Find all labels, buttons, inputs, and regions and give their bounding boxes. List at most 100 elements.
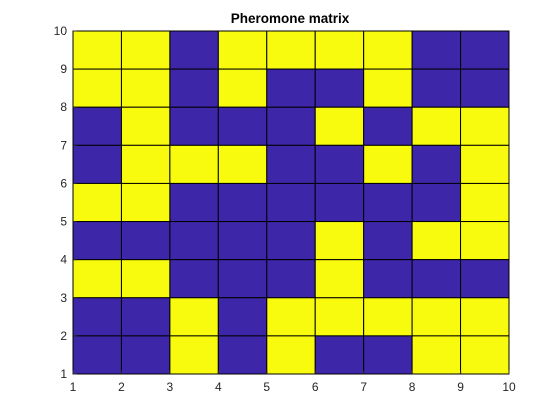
- heatmap-cell: [314, 68, 365, 108]
- heatmap-cell: [314, 335, 365, 375]
- heatmap-cell: [120, 297, 171, 337]
- heatmap-cell: [411, 182, 462, 223]
- y-tick-label: 3: [60, 291, 67, 305]
- heatmap-cell: [314, 30, 365, 70]
- x-axis: 1 2 3 4 5 6 7 8 9 10: [70, 370, 516, 394]
- heatmap-cell: [314, 144, 365, 184]
- heatmap-cell: [411, 297, 462, 337]
- heatmap-cell: [169, 335, 219, 375]
- x-tick-label: 9: [457, 380, 464, 394]
- heatmap-cell: [72, 297, 122, 337]
- y-tick-label: 9: [60, 62, 67, 76]
- y-tick-label: 2: [60, 329, 67, 343]
- heatmap-cell: [169, 30, 219, 70]
- y-axis: 1 2 3 4 5 6 7 8 9 10: [54, 24, 77, 381]
- heatmap-cell: [72, 68, 122, 108]
- heatmap-cell: [120, 30, 171, 70]
- heatmap-cell: [169, 297, 219, 337]
- heatmap-cell: [411, 221, 462, 261]
- x-tick-label: 1: [70, 380, 77, 394]
- y-tick-label: 1: [60, 367, 67, 381]
- heatmap-cells: [72, 30, 510, 375]
- heatmap-cell: [217, 144, 268, 184]
- y-tick-label: 10: [54, 24, 68, 38]
- heatmap-cell: [169, 221, 219, 261]
- heatmap-cell: [217, 30, 268, 70]
- heatmap-cell: [411, 106, 462, 146]
- heatmap-cell: [460, 144, 510, 184]
- y-tick-label: 4: [60, 253, 67, 267]
- x-tick-label: 7: [360, 380, 367, 394]
- heatmap-cell: [460, 259, 510, 299]
- y-tick-label: 5: [60, 215, 67, 229]
- heatmap-cell: [363, 297, 413, 337]
- heatmap-cell: [314, 297, 365, 337]
- x-tick-label: 8: [409, 380, 416, 394]
- heatmap-cell: [120, 335, 171, 375]
- heatmap-cell: [314, 106, 365, 146]
- heatmap-cell: [460, 106, 510, 146]
- heatmap-cell: [72, 30, 122, 70]
- heatmap-cell: [120, 68, 171, 108]
- heatmap-cell: [120, 106, 171, 146]
- heatmap-cell: [411, 335, 462, 375]
- heatmap-cell: [266, 144, 316, 184]
- heatmap-cell: [363, 30, 413, 70]
- x-tick-label: 10: [502, 380, 516, 394]
- heatmap-cell: [363, 259, 413, 299]
- heatmap-cell: [217, 221, 268, 261]
- heatmap-cell: [266, 30, 316, 70]
- x-tick-label: 6: [312, 380, 319, 394]
- heatmap-cell: [411, 259, 462, 299]
- heatmap-cell: [266, 68, 316, 108]
- heatmap-cell: [169, 106, 219, 146]
- heatmap-cell: [169, 182, 219, 223]
- heatmap-cell: [314, 182, 365, 223]
- heatmap-cell: [363, 221, 413, 261]
- heatmap-cell: [72, 335, 122, 375]
- heatmap-cell: [314, 221, 365, 261]
- heatmap-cell: [120, 182, 171, 223]
- heatmap-cell: [169, 68, 219, 108]
- y-tick-label: 6: [60, 176, 67, 190]
- heatmap-cell: [363, 335, 413, 375]
- heatmap-cell: [120, 259, 171, 299]
- heatmap-cell: [72, 106, 122, 146]
- heatmap-cell: [411, 30, 462, 70]
- x-tick-label: 2: [118, 380, 125, 394]
- heatmap-cell: [72, 221, 122, 261]
- x-tick-label: 4: [215, 380, 222, 394]
- heatmap-cell: [217, 335, 268, 375]
- heatmap-cell: [460, 30, 510, 70]
- x-tick-label: 5: [263, 380, 270, 394]
- axes-box: [72, 30, 510, 375]
- heatmap-cell: [217, 259, 268, 299]
- y-tick-label: 8: [60, 100, 67, 114]
- heatmap-cell: [411, 68, 462, 108]
- heatmap-cell: [460, 297, 510, 337]
- heatmap-cell: [314, 259, 365, 299]
- heatmap-cell: [266, 221, 316, 261]
- heatmap-cell: [266, 182, 316, 223]
- heatmap-cell: [217, 106, 268, 146]
- heatmap-cell: [266, 106, 316, 146]
- heatmap-cell: [363, 182, 413, 223]
- heatmap-cell: [266, 297, 316, 337]
- y-tick-label: 7: [60, 138, 67, 152]
- heatmap-cell: [266, 259, 316, 299]
- heatmap-cell: [460, 335, 510, 375]
- heatmap-cell: [217, 182, 268, 223]
- heatmap-cell: [363, 106, 413, 146]
- heatmap-cell: [460, 182, 510, 223]
- heatmap-cell: [72, 182, 122, 223]
- heatmap-cell: [217, 68, 268, 108]
- heatmap-cell: [363, 68, 413, 108]
- heatmap-cell: [72, 144, 122, 184]
- heatmap-cell: [120, 144, 171, 184]
- heatmap-cell: [169, 259, 219, 299]
- heatmap-cell: [217, 297, 268, 337]
- chart-title: Pheromone matrix: [231, 11, 350, 26]
- heatmap-cell: [266, 335, 316, 375]
- heatmap-cell: [72, 259, 122, 299]
